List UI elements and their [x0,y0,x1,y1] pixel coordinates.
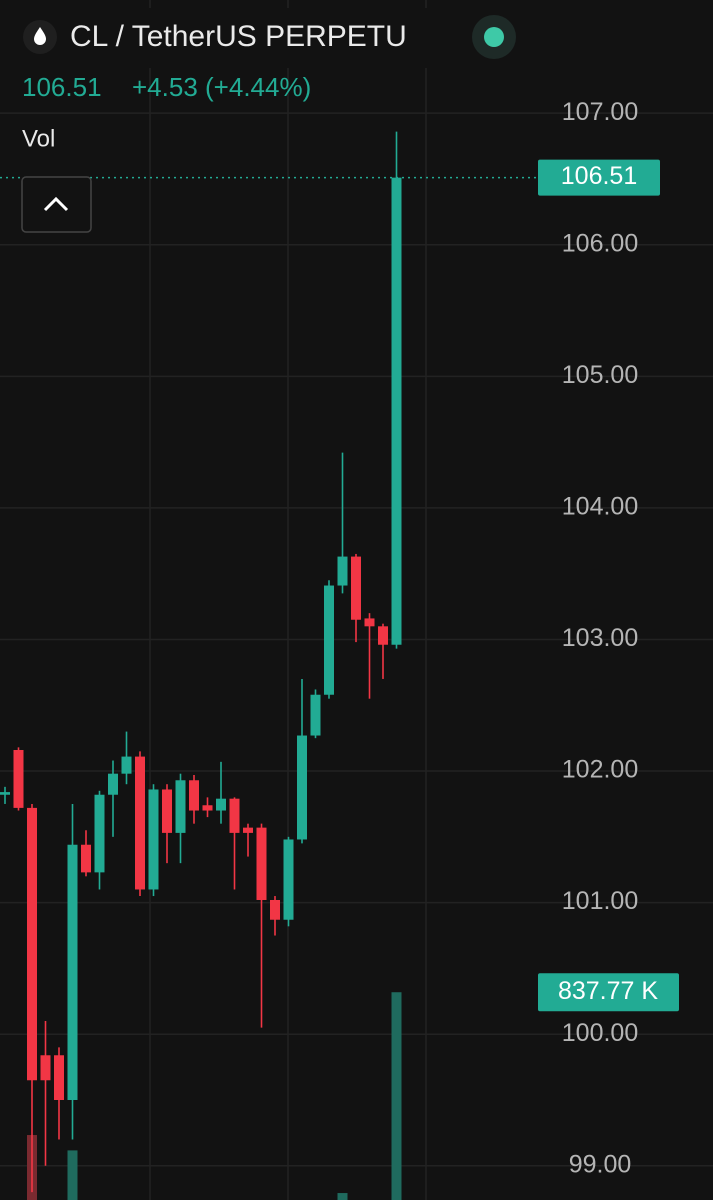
y-tick-label: 100.00 [562,1019,638,1047]
volume-bar [67,1150,78,1200]
candle-body [297,735,307,840]
candle-body [364,618,375,627]
candle-body [189,780,199,811]
candle-body [162,789,172,833]
candle-body [27,807,37,1081]
header-change: +4.53 (+4.44%) [132,72,311,102]
candle-body [135,756,145,890]
candle-body [310,694,321,736]
candle-body [94,794,105,873]
candle-body [13,750,24,808]
symbol-title: CL / TetherUS PERPETU [70,20,407,53]
price-axis: 107.00 106.00 105.00 104.00 103.00 102.00 101.… [538,98,679,1178]
volume-tag-label: 837.77 K [558,977,658,1005]
time-grid [149,0,427,1200]
candle-body [243,827,253,833]
volume-bar [391,992,402,1200]
y-tick-label: 102.00 [562,756,638,784]
y-tick-label: 107.00 [562,98,638,126]
candle-body [202,805,213,811]
candle-body [40,1055,51,1081]
candle-body [324,585,334,695]
y-tick-label: 106.00 [562,229,638,257]
candle-body [148,789,159,890]
candle-body [378,626,388,645]
candle-body [351,556,361,620]
candle-body [175,780,186,833]
candle-body [229,798,240,833]
drop-icon [34,27,46,45]
candle-body [270,900,280,920]
price-tag [538,159,660,196]
grid [0,112,713,1167]
chevron-icon [43,196,69,212]
candle-body [54,1055,64,1100]
header-price: 106.51 [22,72,102,102]
volume-label: Vol [22,125,55,152]
y-tick-label: 105.00 [562,361,638,389]
candle-body [337,556,348,586]
y-tick-label: 101.00 [562,887,638,915]
status-dot [484,27,504,47]
price-tag-label: 106.51 [561,162,637,190]
collapse-button[interactable] [21,176,92,233]
plot [0,131,402,1200]
header-bg [8,8,458,68]
volume-tag [538,973,679,1012]
y-tick-label: 103.00 [562,624,638,652]
y-tick-label: 104.00 [562,493,638,521]
candle-body [283,839,294,920]
candle-body [391,177,402,645]
candle-body [216,798,226,811]
candle-body [81,844,91,873]
volume-bar [337,1193,348,1200]
y-tick-label: 99.00 [569,1150,632,1178]
candle-body [256,827,267,900]
candle-body [108,773,118,795]
candle-body [121,756,132,774]
candle-body [67,844,78,1100]
candle-body [0,792,10,795]
